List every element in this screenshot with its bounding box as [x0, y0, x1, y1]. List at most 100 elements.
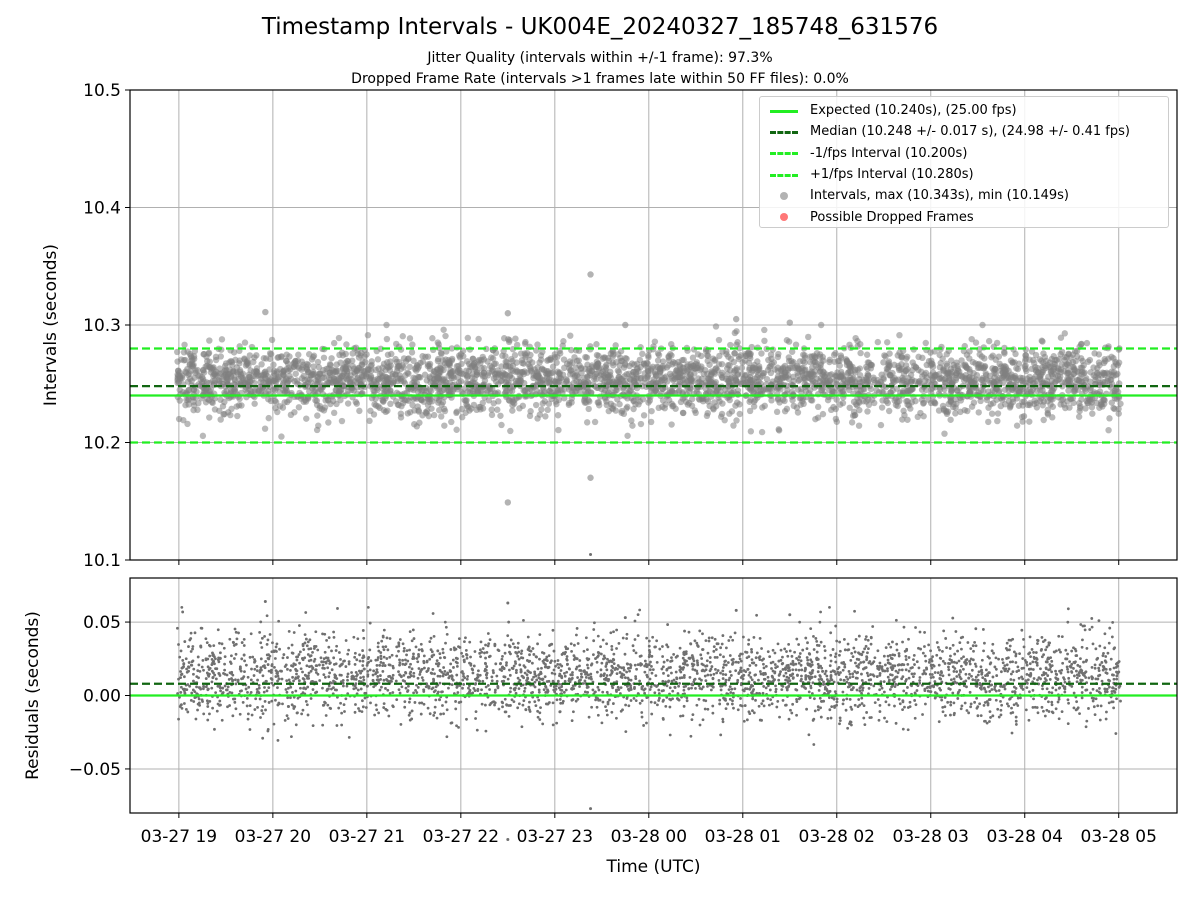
interval-point: [445, 360, 453, 368]
interval-point: [715, 336, 723, 344]
interval-point: [566, 361, 573, 368]
interval-point: [527, 408, 534, 415]
interval-point: [279, 404, 287, 411]
residual-point: [817, 688, 821, 692]
interval-point: [736, 401, 743, 408]
interval-point: [464, 334, 472, 342]
interval-point: [349, 350, 356, 357]
interval-point: [608, 404, 616, 412]
interval-point: [616, 362, 623, 369]
interval-point: [632, 368, 640, 376]
residual-point: [595, 670, 599, 674]
residual-point: [374, 703, 378, 707]
interval-point: [985, 418, 992, 426]
interval-point: [607, 350, 615, 357]
interval-point: [394, 377, 401, 385]
residual-point: [860, 672, 863, 676]
residual-point: [249, 691, 253, 694]
residual-point: [829, 659, 833, 663]
interval-point: [1070, 370, 1078, 378]
residual-point: [412, 637, 416, 640]
residual-point: [327, 675, 331, 679]
interval-point: [238, 402, 245, 409]
residual-point: [457, 637, 461, 641]
residual-point: [742, 719, 746, 723]
interval-point: [424, 361, 432, 368]
interval-point: [206, 358, 213, 365]
residual-point: [962, 667, 965, 671]
residual-point: [857, 698, 861, 701]
residual-point: [1098, 687, 1101, 690]
interval-point: [512, 335, 519, 342]
interval-point: [546, 387, 554, 395]
residual-point: [847, 670, 851, 673]
interval-point: [509, 407, 516, 414]
interval-point: [627, 387, 634, 394]
residual-point: [605, 642, 609, 646]
dropped-frame-subtitle: Dropped Frame Rate (intervals >1 frames …: [351, 71, 849, 87]
interval-point: [855, 422, 863, 429]
interval-point: [410, 357, 417, 365]
interval-point: [1117, 400, 1124, 407]
interval-point: [880, 359, 887, 366]
residual-point: [441, 704, 444, 707]
residual-point: [1025, 686, 1029, 689]
residual-point: [876, 698, 880, 701]
interval-outlier: [504, 310, 512, 317]
residual-point: [995, 674, 999, 677]
residual-point: [610, 648, 614, 651]
residual-point: [495, 674, 499, 678]
interval-point: [1021, 363, 1028, 370]
residual-point: [841, 702, 845, 706]
residual-point: [1050, 691, 1054, 695]
residual-point: [233, 657, 236, 660]
residual-point: [994, 698, 998, 702]
residual-point: [384, 645, 388, 649]
residual-point: [538, 718, 542, 721]
interval-point: [680, 409, 687, 417]
interval-point: [887, 371, 894, 379]
residual-point: [812, 697, 816, 701]
residual-point: [246, 717, 250, 721]
residual-point: [296, 711, 299, 715]
interval-point: [733, 417, 740, 424]
interval-point: [904, 366, 911, 373]
residual-point: [901, 708, 904, 712]
residual-point: [507, 620, 511, 624]
residual-point: [1039, 677, 1042, 681]
residual-point: [378, 688, 382, 692]
interval-point: [585, 405, 592, 413]
interval-point: [448, 345, 456, 352]
residual-point: [728, 654, 732, 657]
interval-point: [534, 415, 541, 422]
residual-point: [395, 654, 399, 658]
residual-point: [860, 696, 864, 700]
residual-point: [390, 653, 394, 657]
residual-point: [235, 637, 239, 641]
interval-point: [722, 386, 729, 393]
interval-point: [730, 422, 737, 429]
interval-point: [582, 399, 590, 406]
residual-point: [204, 685, 208, 689]
interval-point: [692, 409, 699, 417]
interval-point: [266, 355, 274, 363]
residual-point: [330, 668, 334, 672]
residual-point: [431, 668, 435, 671]
residual-point: [179, 691, 183, 694]
interval-point: [874, 338, 882, 346]
residual-point: [653, 701, 657, 705]
interval-point: [1024, 401, 1032, 409]
interval-point: [545, 400, 553, 407]
interval-point: [247, 367, 254, 374]
residual-point: [301, 670, 304, 674]
interval-point: [1098, 372, 1106, 379]
residual-point: [750, 658, 754, 662]
residual-point: [570, 698, 574, 702]
residual-point: [412, 674, 416, 678]
residual-point: [519, 652, 523, 655]
interval-point: [397, 410, 405, 417]
residual-point: [838, 653, 841, 657]
interval-point: [618, 407, 626, 415]
interval-point: [227, 411, 234, 419]
interval-point: [192, 367, 199, 374]
